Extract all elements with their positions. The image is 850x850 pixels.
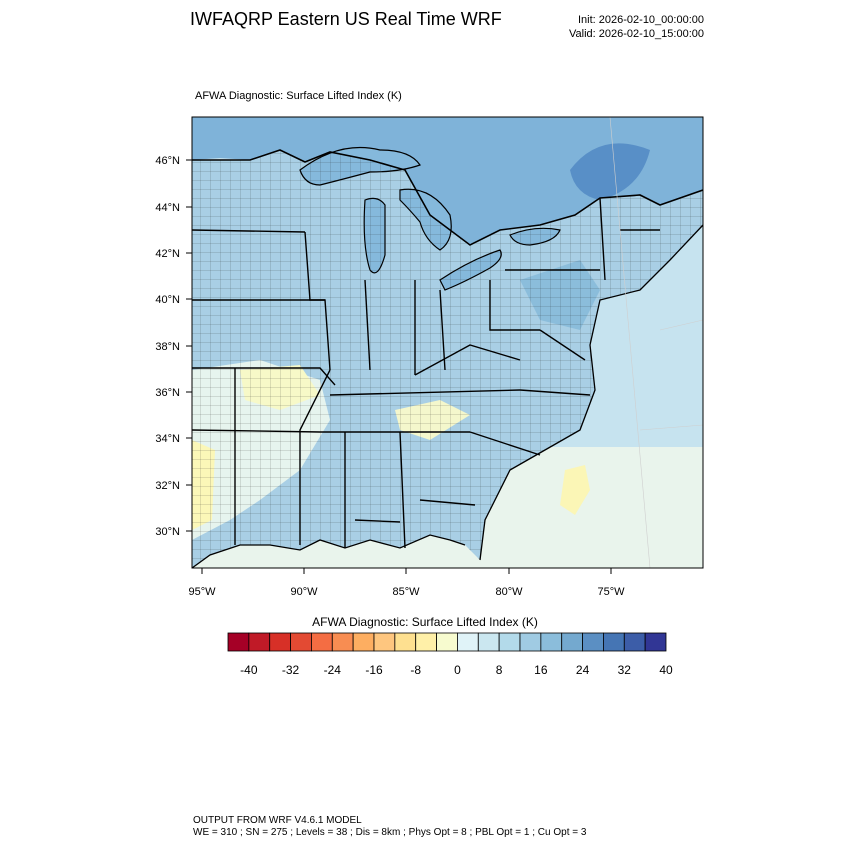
colorbar-cell xyxy=(352,632,375,652)
yellow-patch-ocean xyxy=(560,465,590,515)
lat-label-46n: 46°N xyxy=(155,155,180,167)
colorbar-tick-label: -32 xyxy=(282,663,300,677)
colorbar-cell xyxy=(582,632,604,652)
colorbar-cell xyxy=(415,632,437,652)
colorbar-cell xyxy=(227,632,250,652)
colorbar-tick-label: 40 xyxy=(659,663,673,677)
colorbar-cell xyxy=(311,632,333,652)
lon-label-80w: 80°W xyxy=(495,586,523,598)
lon-label-75w: 75°W xyxy=(597,586,625,598)
colorbar-cell xyxy=(457,632,479,652)
colorbar-cell xyxy=(519,632,542,652)
colorbar xyxy=(227,632,667,652)
colorbar-tick-label: -24 xyxy=(324,663,342,677)
coastline xyxy=(192,224,703,568)
colorbar-cell xyxy=(373,632,396,652)
lon-label-90w: 90°W xyxy=(290,586,318,598)
colorbar-title: AFWA Diagnostic: Surface Lifted Index (K… xyxy=(312,615,538,629)
colorbar-cell xyxy=(269,632,291,652)
map-panel xyxy=(192,117,703,568)
colorbar-cell xyxy=(623,632,646,652)
lat-label-32n: 32°N xyxy=(155,480,180,492)
colorbar-cell xyxy=(540,632,563,652)
footer-model-line: OUTPUT FROM WRF V4.6.1 MODEL xyxy=(193,815,362,826)
state-boundaries xyxy=(192,197,660,549)
main-title: IWFAQRP Eastern US Real Time WRF xyxy=(190,9,502,29)
lon-ticks xyxy=(201,568,612,574)
lon-label-95w: 95°W xyxy=(188,586,216,598)
lat-label-36n: 36°N xyxy=(155,387,180,399)
colorbar-cell xyxy=(436,632,458,652)
colorbar-tick-label: -40 xyxy=(240,663,258,677)
colorbar-cell xyxy=(290,632,312,652)
national-border xyxy=(192,149,703,246)
colorbar-cell xyxy=(331,632,354,652)
colorbar-cell xyxy=(498,632,521,652)
lat-label-40n: 40°N xyxy=(155,294,180,306)
lat-labels: 46°N 44°N 42°N 40°N 38°N 36°N 34°N 32°N … xyxy=(155,155,180,538)
lon-labels: 95°W 90°W 85°W 80°W 75°W xyxy=(188,586,625,598)
lat-label-38n: 38°N xyxy=(155,341,180,353)
map-frame xyxy=(191,116,704,569)
colorbar-tick-label: -8 xyxy=(410,663,421,677)
colorbar-tick-label: -16 xyxy=(365,663,383,677)
valid-time: Valid: 2026-02-10_15:00:00 xyxy=(569,28,704,40)
colorbar-cell xyxy=(561,632,583,652)
colorbar-tick-label: 32 xyxy=(618,663,632,677)
colorbar-tick-label: 24 xyxy=(576,663,590,677)
colorbar-cell xyxy=(603,632,625,652)
lat-label-42n: 42°N xyxy=(155,248,180,260)
lat-ticks xyxy=(186,159,192,532)
colorbar-tick-label: 8 xyxy=(496,663,503,677)
init-time: Init: 2026-02-10_00:00:00 xyxy=(578,14,704,26)
graticule xyxy=(609,117,703,568)
lon-label-85w: 85°W xyxy=(392,586,420,598)
county-boundaries xyxy=(192,150,703,568)
colorbar-tick-label: 0 xyxy=(454,663,461,677)
footer-config-line: WE = 310 ; SN = 275 ; Levels = 38 ; Dis … xyxy=(193,827,587,838)
colorbar-tick-label: 16 xyxy=(534,663,548,677)
colorbar-cell xyxy=(644,632,667,652)
canada-region xyxy=(192,117,703,245)
lat-label-34n: 34°N xyxy=(155,433,180,445)
colorbar-cell xyxy=(394,632,417,652)
lat-label-30n: 30°N xyxy=(155,526,180,538)
field-label: AFWA Diagnostic: Surface Lifted Index (K… xyxy=(195,90,402,102)
colorbar-labels: -40 -32 -24 -16 -8 0 8 16 24 32 40 xyxy=(240,663,673,677)
colorbar-cell xyxy=(248,632,271,652)
colorbar-cell xyxy=(477,632,500,652)
canada-dark-area xyxy=(570,143,650,200)
lat-label-44n: 44°N xyxy=(155,202,180,214)
